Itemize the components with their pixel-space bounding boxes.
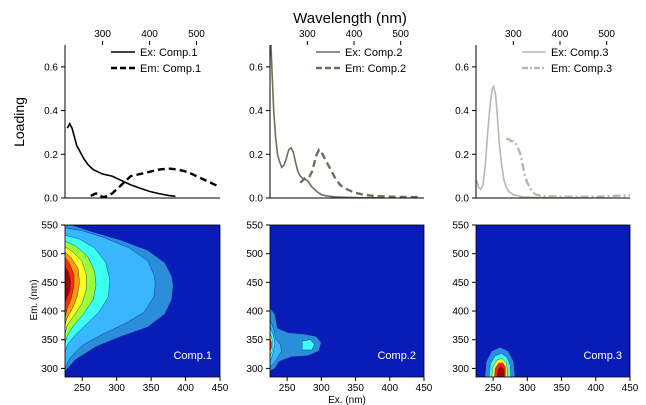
y-tick-label: 0.6	[249, 62, 263, 73]
legend-entry: Ex: Comp.1	[140, 47, 197, 59]
y-tick-label: 0.4	[249, 106, 263, 117]
y-tick-label: 500	[41, 249, 58, 260]
component-label: Comp.1	[173, 350, 212, 362]
legend-entry: Ex: Comp.2	[345, 47, 402, 59]
y-tick-label: 400	[41, 307, 58, 318]
x-tick-label: 450	[416, 383, 433, 394]
y-tick-label: 300	[452, 364, 469, 375]
y-tick-label: 550	[41, 221, 58, 232]
x-tick-label: 300	[94, 29, 111, 40]
y-tick-label: 350	[246, 335, 263, 346]
legend-entry: Em: Comp.1	[140, 63, 201, 75]
y-tick-label: 500	[452, 249, 469, 260]
x-tick-label: 450	[212, 383, 229, 394]
eem-panel-3: 250 300 350 400 450 300 350 400 450 500 550 Comp.3	[452, 221, 638, 395]
y-tick-label: 0.2	[44, 150, 58, 161]
x-tick-label: 350	[347, 383, 364, 394]
series-line	[506, 137, 630, 198]
plot-frame	[475, 224, 631, 378]
x-tick-label: 300	[299, 29, 316, 40]
x-tick-label: 450	[622, 383, 639, 394]
contour-level	[302, 339, 315, 351]
contour-level	[65, 265, 71, 303]
series-line	[299, 147, 420, 198]
x-tick-label: 300	[108, 383, 125, 394]
y-tick-label: 0.6	[44, 62, 58, 73]
loading-panel-3: 300 400 500 0.0 0.2 0.4 0.6 Ex: Comp.3 Em: Comp.…	[455, 29, 630, 205]
contour-level	[496, 365, 505, 377]
loading-axis-label: Loading	[11, 97, 27, 147]
x-tick-label: 350	[143, 383, 160, 394]
y-tick-label: 300	[246, 364, 263, 375]
series-line	[66, 122, 176, 198]
x-tick-label: 250	[74, 383, 91, 394]
ex-axis-label: Ex. (nm)	[328, 395, 366, 405]
y-tick-label: 400	[452, 307, 469, 318]
y-tick-label: 0.2	[455, 150, 469, 161]
y-tick-label: 550	[246, 221, 263, 232]
series-line	[476, 84, 586, 198]
y-tick-label: 500	[246, 249, 263, 260]
plot-area	[65, 225, 174, 377]
y-tick-label: 0.0	[249, 194, 263, 205]
y-tick-label: 0.6	[455, 62, 469, 73]
y-tick-label: 0.2	[249, 150, 263, 161]
component-label: Comp.3	[583, 350, 622, 362]
y-tick-label: 450	[246, 278, 263, 289]
legend-entry: Ex: Comp.3	[551, 47, 608, 59]
plot-frame	[64, 224, 221, 378]
x-tick-label: 250	[485, 383, 502, 394]
x-tick-label: 250	[279, 383, 296, 394]
y-tick-label: 0.4	[455, 106, 469, 117]
plot-area	[270, 307, 322, 372]
x-tick-label: 400	[552, 29, 569, 40]
legend-entry: Em: Comp.2	[345, 63, 406, 75]
y-tick-label: 0.0	[455, 194, 469, 205]
eem-panel-2: 250 300 350 400 450 300 350 400 450 500 550 Comp.2	[246, 221, 432, 395]
plot-area	[476, 84, 630, 198]
plot-area	[270, 45, 420, 198]
plot-area	[66, 122, 220, 198]
y-tick-label: 300	[41, 364, 58, 375]
loading-panel-2: 300 400 500 0.0 0.2 0.4 0.6 Ex: Comp.2 Em: Comp.…	[249, 29, 424, 205]
legend-entry: Em: Comp.3	[551, 63, 612, 75]
x-tick-label: 350	[553, 383, 570, 394]
y-tick-label: 0.0	[44, 194, 58, 205]
x-tick-label: 300	[519, 383, 536, 394]
x-tick-label: 500	[188, 29, 205, 40]
x-tick-label: 400	[141, 29, 158, 40]
contour-level	[270, 307, 322, 372]
contour-level	[270, 319, 282, 368]
y-tick-label: 400	[246, 307, 263, 318]
series-line	[270, 45, 380, 198]
y-tick-label: 350	[41, 335, 58, 346]
top-axis-label: Wavelength (nm)	[293, 10, 407, 27]
x-tick-label: 400	[587, 383, 604, 394]
x-tick-label: 400	[381, 383, 398, 394]
eem-panel-1: 250 300 350 400 450 300 350 400 450 500 550 Comp.1	[41, 221, 228, 395]
y-tick-label: 0.4	[44, 106, 58, 117]
component-label: Comp.2	[377, 350, 416, 362]
x-tick-label: 500	[598, 29, 615, 40]
plot-frame	[269, 224, 425, 378]
y-tick-label: 350	[452, 335, 469, 346]
em-axis-label: Em. (nm)	[29, 279, 40, 320]
x-tick-label: 500	[392, 29, 409, 40]
y-tick-label: 450	[41, 278, 58, 289]
x-tick-label: 300	[313, 383, 330, 394]
series-line	[90, 167, 220, 198]
plot-area	[484, 346, 516, 377]
x-tick-label: 300	[505, 29, 522, 40]
loading-panel-1: 300 400 500 0.0 0.2 0.4 0.6 Ex: Comp.1 Em: Comp.…	[44, 29, 220, 205]
x-tick-label: 400	[346, 29, 363, 40]
y-tick-label: 450	[452, 278, 469, 289]
y-tick-label: 550	[452, 221, 469, 232]
x-tick-label: 400	[177, 383, 194, 394]
